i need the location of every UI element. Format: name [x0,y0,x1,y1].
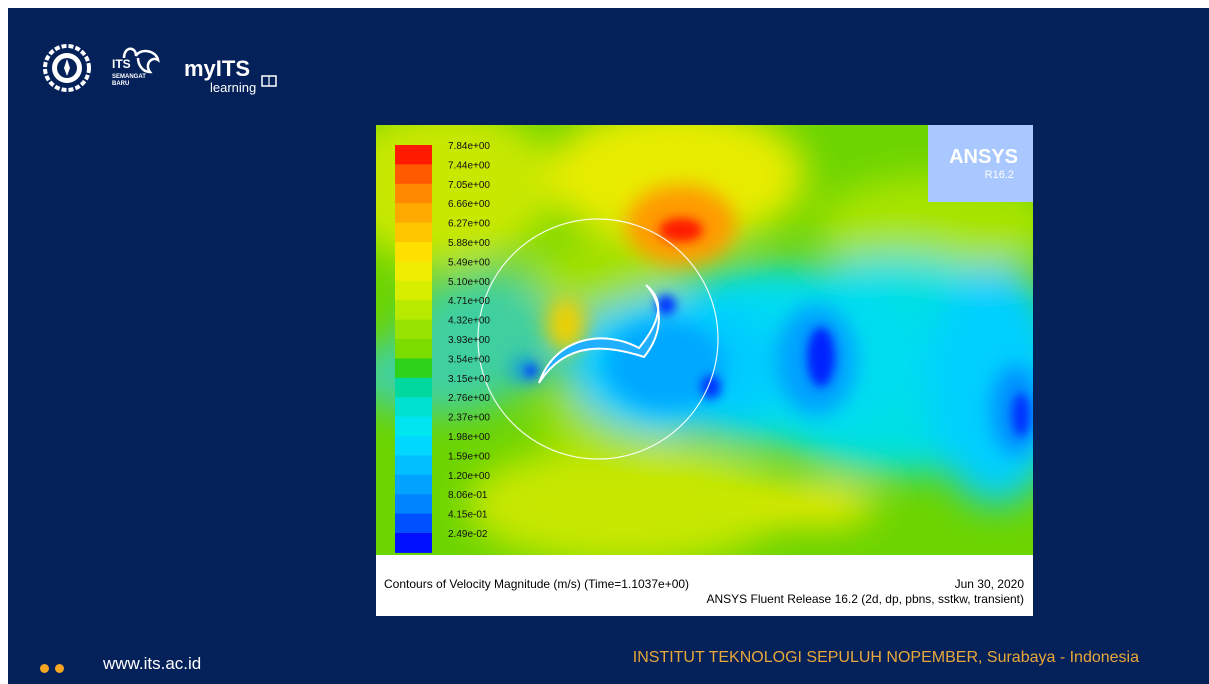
its-seal-logo [43,44,91,92]
legend-label: 4.71e+00 [448,296,490,307]
legend-swatch [395,203,432,224]
legend-swatch [395,436,432,456]
figure-caption: Contours of Velocity Magnitude (m/s) (Ti… [384,577,690,591]
velocity-contour-figure: 7.84e+00 7.44e+00 7.05e+00 6.66e+00 6.27e+00… [376,125,1033,616]
svg-text:ANSYS: ANSYS [949,146,1018,168]
legend-swatch [395,339,432,359]
legend-swatch [395,300,432,321]
legend-label: 2.49e-02 [448,529,488,540]
its-semangat-baru-logo: ITS SEMANGAT BARU [112,47,160,87]
figure-release: ANSYS Fluent Release 16.2 (2d, dp, pbns,… [706,592,1025,606]
legend-label: 7.44e+00 [448,160,490,171]
ansys-badge: ANSYS R16.2 [928,125,1033,202]
legend-label: 5.49e+00 [448,257,490,268]
svg-text:BARU: BARU [112,81,129,87]
figure-date: Jun 30, 2020 [954,577,1024,591]
legend-label: 2.76e+00 [448,393,490,404]
legend-swatch [395,222,432,243]
legend-swatch [395,358,432,379]
color-legend: 7.84e+00 7.44e+00 7.05e+00 6.66e+00 6.27e+00… [395,141,490,553]
svg-text:ITS: ITS [112,57,131,71]
legend-swatch [395,319,432,340]
legend-swatch [395,183,432,204]
footer-dot [55,664,64,673]
legend-swatch [395,474,432,495]
legend-label: 7.05e+00 [448,180,490,191]
slide: ITS SEMANGAT BARU myITS learning [8,8,1209,684]
legend-label: 1.59e+00 [448,451,490,462]
legend-label: 1.98e+00 [448,432,490,443]
legend-swatch [395,397,432,418]
footer-url-link[interactable]: www.its.ac.id [103,654,202,673]
legend-label: 3.93e+00 [448,335,490,346]
svg-text:SEMANGAT: SEMANGAT [112,74,146,80]
legend-swatch [395,242,432,262]
footer-dots [40,660,70,678]
legend-label: 2.37e+00 [448,413,490,424]
contour-plot: 7.84e+00 7.44e+00 7.05e+00 6.66e+00 6.27e+00… [376,125,1033,555]
legend-label: 8.06e-01 [448,490,488,501]
legend-label: 5.88e+00 [448,238,490,249]
legend-label: 3.15e+00 [448,374,490,385]
legend-label: 6.27e+00 [448,219,490,230]
legend-label: 7.84e+00 [448,141,490,152]
legend-swatch [395,261,432,282]
legend-label: 1.20e+00 [448,471,490,482]
legend-swatch [395,416,432,437]
legend-swatch [395,533,432,553]
legend-swatch [395,494,432,515]
legend-label: 4.32e+00 [448,316,490,327]
svg-text:myITS: myITS [184,56,250,81]
legend-swatch [395,145,432,165]
myits-learning-logo: myITS learning [184,56,277,95]
legend-swatch [395,513,432,534]
legend-swatch [395,377,432,398]
footer-institute: INSTITUT TEKNOLOGI SEPULUH NOPEMBER, Sur… [632,649,1139,666]
legend-swatch [395,280,432,301]
legend-label: 6.66e+00 [448,199,490,210]
svg-text:R16.2: R16.2 [985,169,1014,181]
legend-swatch [395,455,432,476]
legend-label: 4.15e-01 [448,510,488,521]
legend-swatch [395,164,432,185]
footer-dot [40,664,49,673]
legend-label: 5.10e+00 [448,277,490,288]
legend-label: 3.54e+00 [448,354,490,365]
svg-text:learning: learning [210,80,256,95]
